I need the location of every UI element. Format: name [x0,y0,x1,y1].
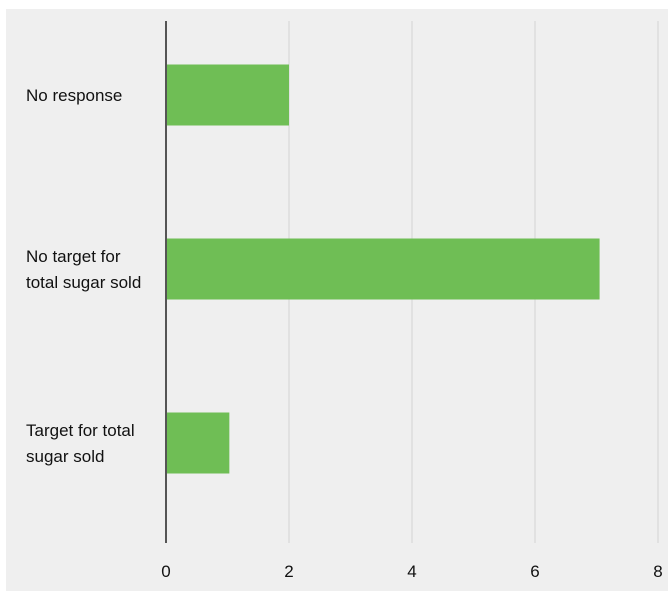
category-label: Target for total sugar sold [26,421,135,466]
bar [167,412,230,474]
category-label: No response [26,86,122,105]
bar [167,64,289,126]
bars [167,64,600,474]
x-tick-label: 2 [284,562,293,581]
bar [167,238,600,300]
category-labels: No response No target for total sugar sold… [26,86,141,466]
x-tick-label: 6 [530,562,539,581]
x-tick-label: 0 [161,562,170,581]
bar-chart: No response No target for total sugar sold… [26,21,663,581]
chart-frame: No response No target for total sugar sold… [6,9,668,591]
x-tick-label: 4 [407,562,416,581]
x-tick-label: 8 [653,562,662,581]
x-tick-labels: 0 2 4 6 8 [161,562,662,581]
category-label: No target for total sugar sold [26,247,141,292]
